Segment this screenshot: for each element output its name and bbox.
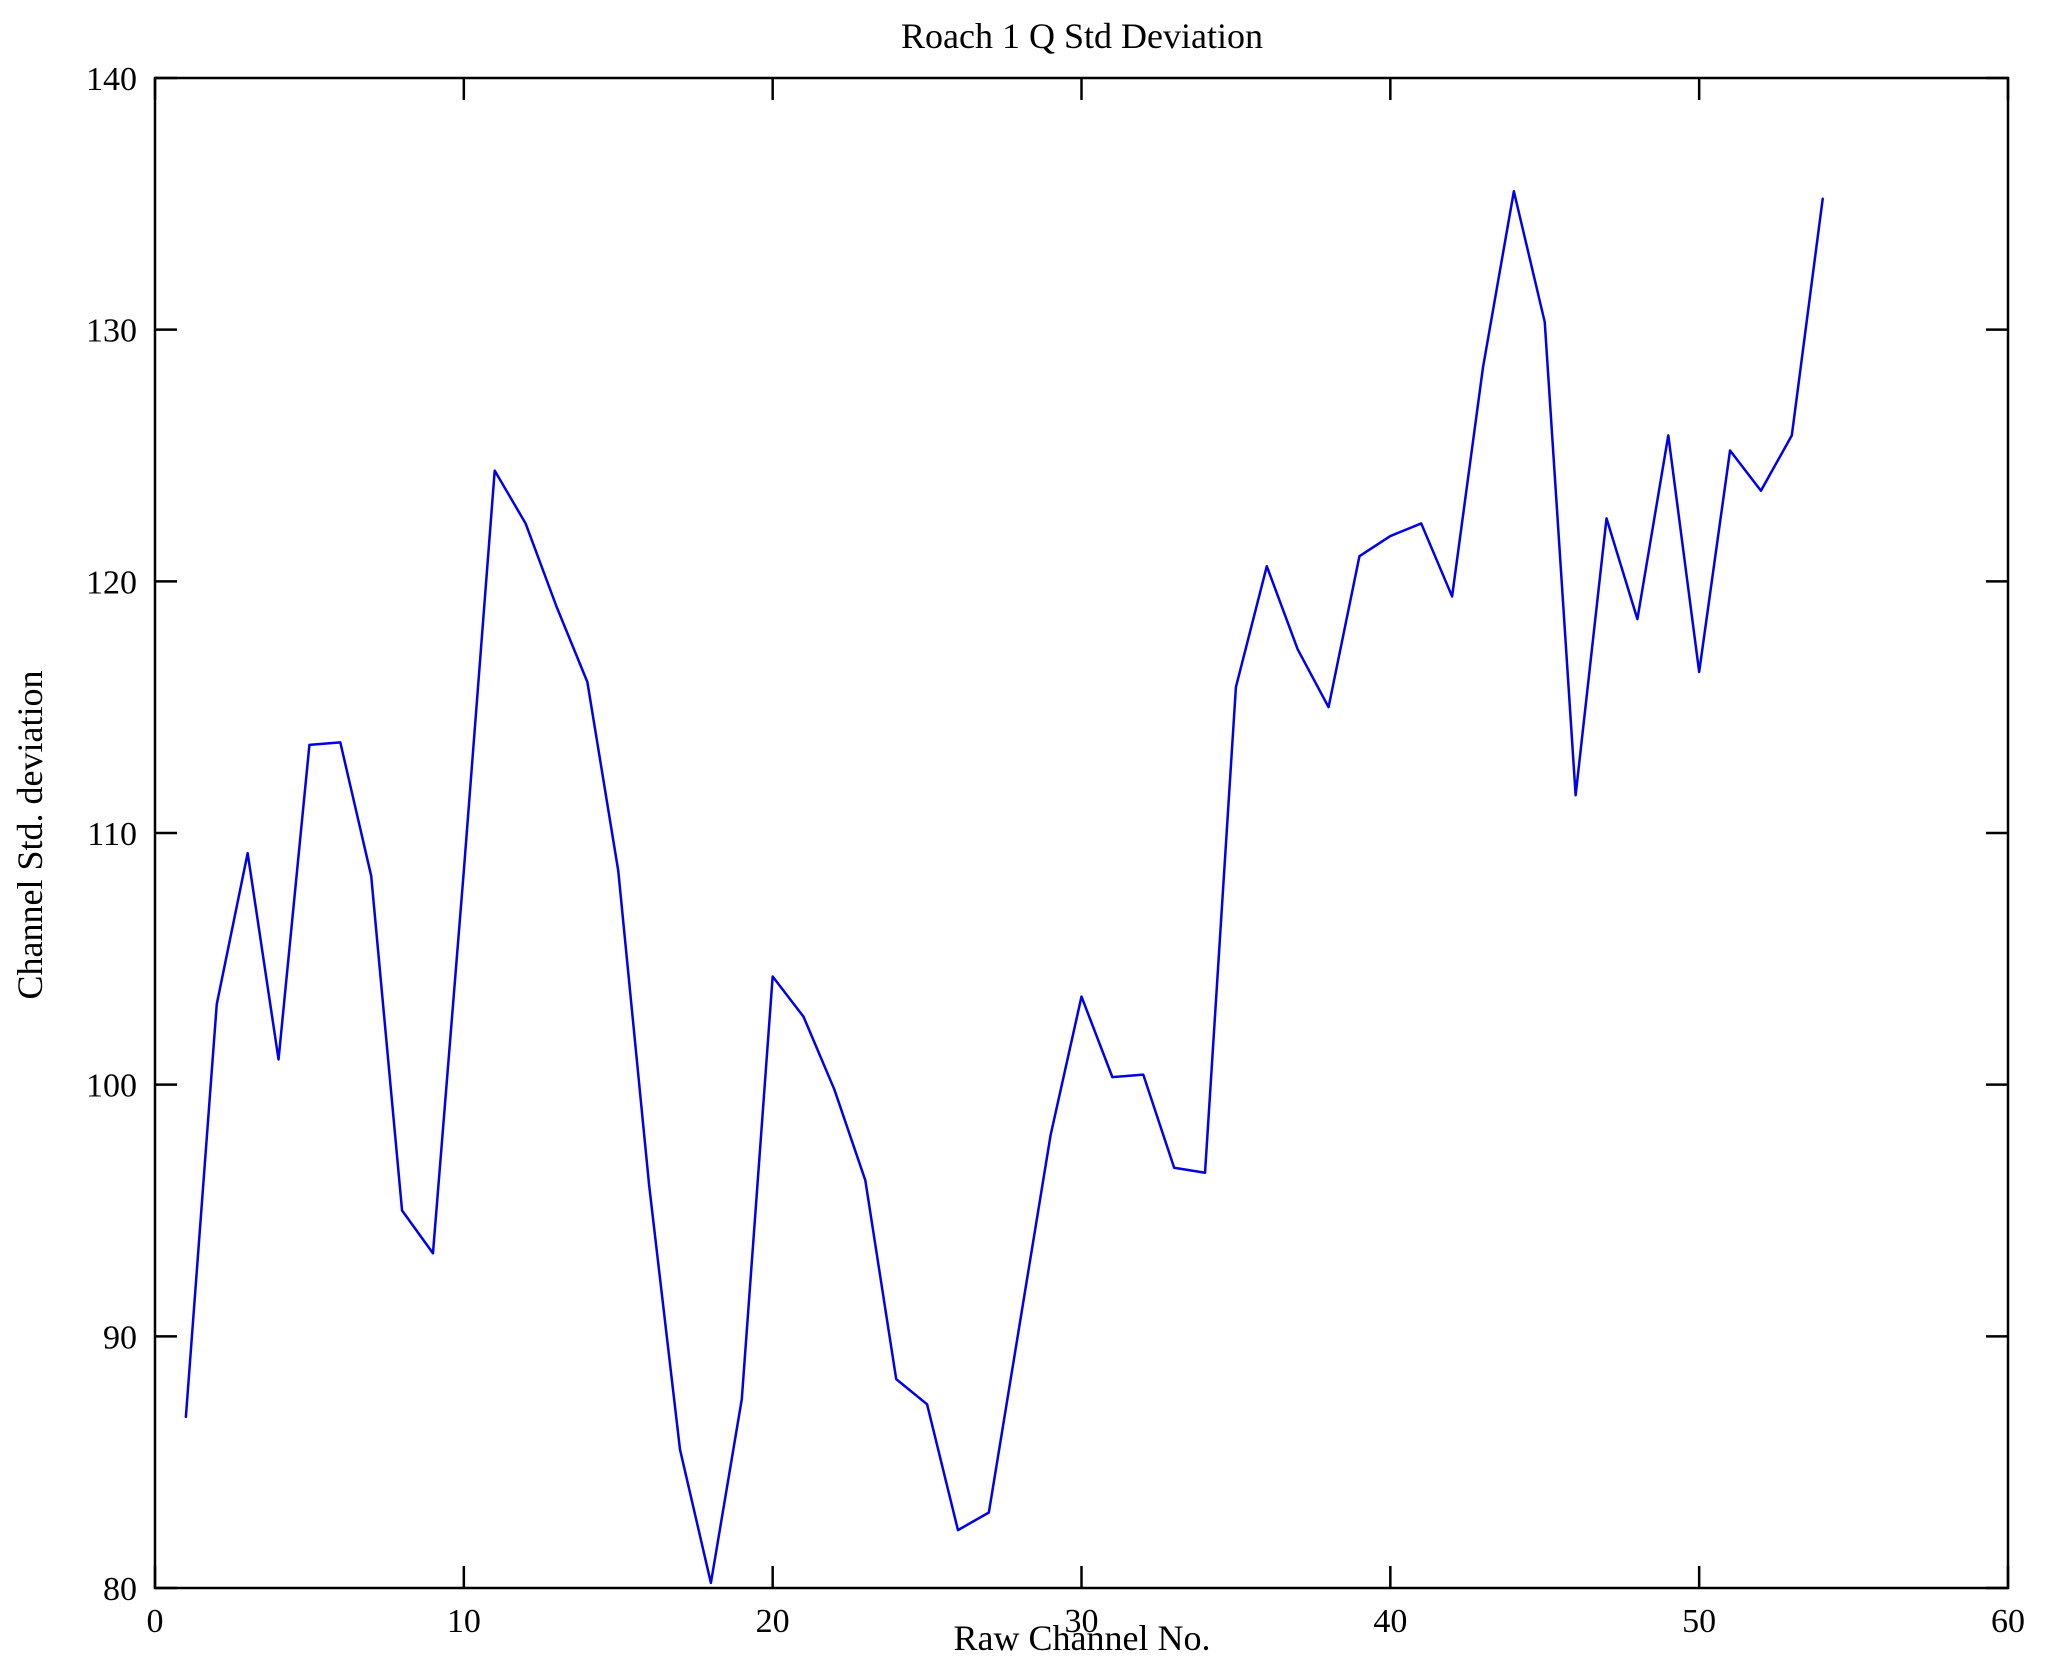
y-axis-label: Channel Std. deviation bbox=[10, 671, 50, 1000]
y-tick-label: 90 bbox=[103, 1319, 137, 1356]
x-tick-label: 10 bbox=[447, 1603, 481, 1640]
axes-frame bbox=[153, 76, 2010, 1590]
y-tick-label: 140 bbox=[86, 61, 137, 98]
y-tick-label: 130 bbox=[86, 313, 137, 350]
x-tick-label: 20 bbox=[756, 1603, 790, 1640]
x-axis-label: Raw Channel No. bbox=[954, 1618, 1211, 1658]
y-tick-label: 100 bbox=[86, 1068, 137, 1105]
x-tick-label: 40 bbox=[1373, 1603, 1407, 1640]
y-tick-label: 80 bbox=[103, 1571, 137, 1608]
plot-area: 0 10 20 30 40 50 60 80 90 100 110 120 130 140 bbox=[86, 61, 2025, 1640]
chart-title: Roach 1 Q Std Deviation bbox=[901, 16, 1263, 56]
x-tick-label: 60 bbox=[1991, 1603, 2025, 1640]
x-tick-label: 30 bbox=[1065, 1603, 1099, 1640]
x-tick-label: 0 bbox=[147, 1603, 164, 1640]
x-tick-label: 50 bbox=[1682, 1603, 1716, 1640]
y-tick-label: 110 bbox=[87, 816, 137, 853]
y-tick-label: 120 bbox=[86, 564, 137, 601]
data-line bbox=[184, 190, 1824, 1585]
